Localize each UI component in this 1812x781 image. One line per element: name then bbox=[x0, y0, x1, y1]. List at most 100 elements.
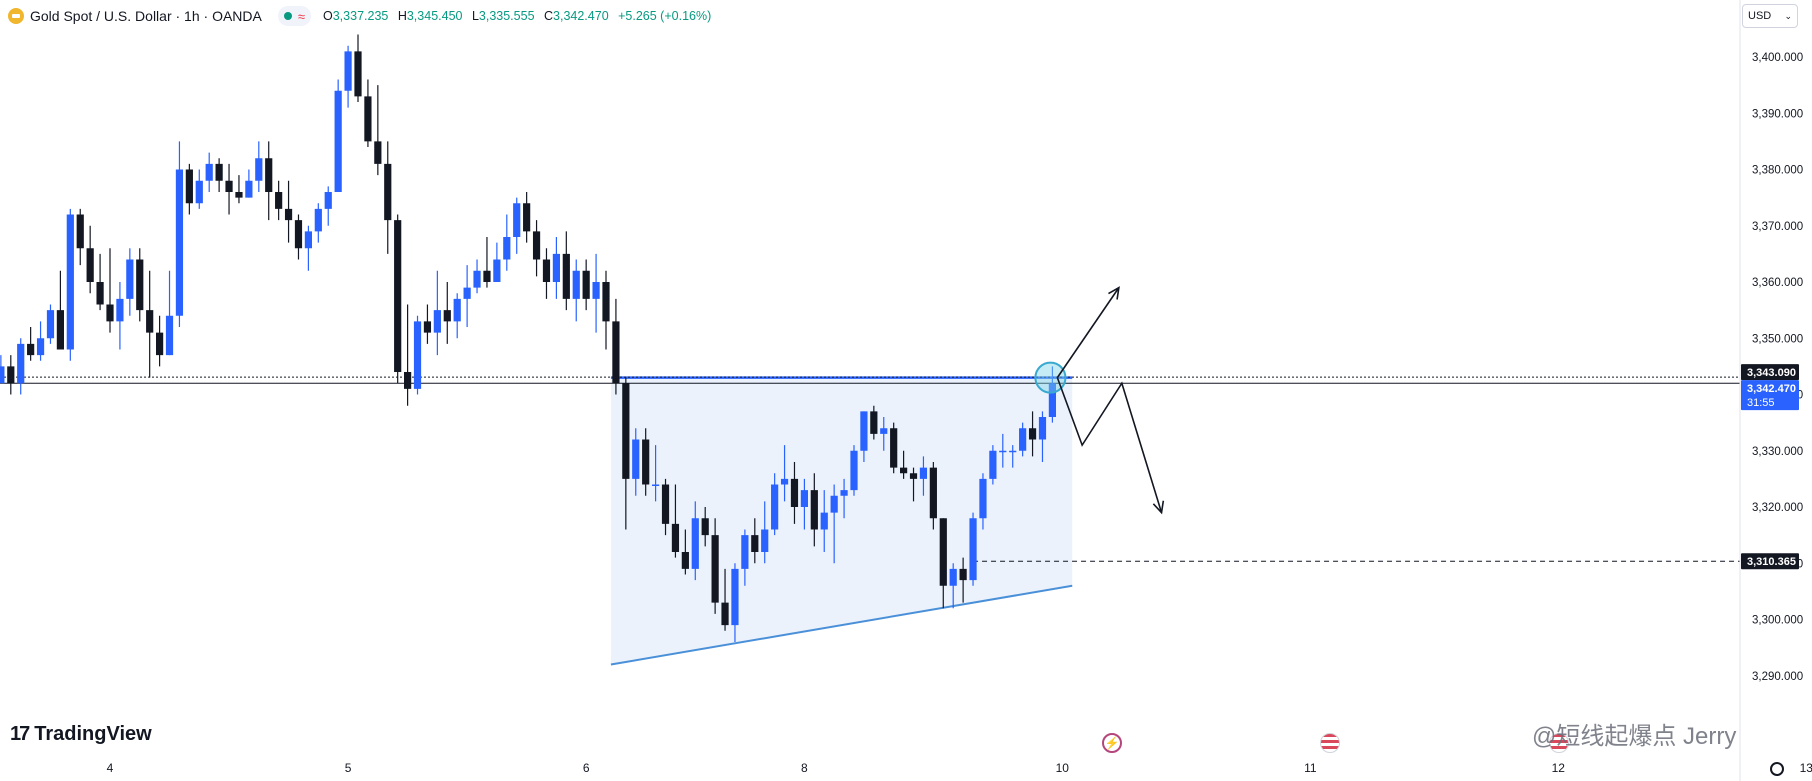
candle-body bbox=[989, 450, 997, 479]
candle-body bbox=[17, 343, 25, 384]
candle bbox=[761, 501, 769, 564]
time-tick-label: 5 bbox=[345, 761, 352, 775]
tradingview-label: TradingView bbox=[34, 723, 152, 745]
chart-header: Gold Spot / U.S. Dollar · 1h · OANDA ≈ O… bbox=[0, 0, 1740, 32]
candle-body bbox=[245, 180, 253, 198]
candle bbox=[354, 34, 362, 102]
candle-body bbox=[126, 259, 134, 299]
candle-body bbox=[870, 411, 878, 434]
wave-icon: ≈ bbox=[297, 8, 305, 24]
candle bbox=[780, 445, 789, 502]
tv-logo-icon: 17 bbox=[10, 723, 30, 745]
candle bbox=[294, 214, 303, 260]
candle bbox=[830, 484, 838, 564]
candle bbox=[652, 445, 660, 502]
candle-body bbox=[265, 158, 273, 192]
candle-body bbox=[780, 478, 789, 485]
price-tick-label: 3,330.000 bbox=[1752, 446, 1803, 458]
candle-body bbox=[552, 253, 560, 282]
horizontal-lines bbox=[0, 376, 1740, 562]
candle bbox=[949, 563, 957, 609]
candle bbox=[959, 557, 967, 603]
close-value: 3,342.470 bbox=[553, 9, 609, 23]
candle-body bbox=[979, 478, 987, 519]
candle-body bbox=[1019, 428, 1027, 451]
candle bbox=[900, 450, 908, 479]
candle bbox=[245, 169, 253, 198]
candle bbox=[661, 478, 670, 536]
time-tick-label: 6 bbox=[583, 761, 590, 775]
currency-select[interactable]: USD ⌄ bbox=[1742, 4, 1798, 28]
price-label-box bbox=[1741, 553, 1799, 570]
flash-icon[interactable]: ⚡ bbox=[1102, 733, 1122, 753]
candle bbox=[185, 163, 193, 215]
zone-fill bbox=[610, 377, 1073, 665]
candle-body bbox=[463, 287, 471, 299]
time-tick-label: 11 bbox=[1304, 761, 1317, 775]
settings-icon[interactable] bbox=[1770, 762, 1784, 776]
candle bbox=[1038, 411, 1047, 462]
time-axis[interactable]: 4 5 6 8 10 11 12 13 bbox=[107, 761, 1812, 775]
candle-body bbox=[136, 259, 144, 311]
candle-body bbox=[374, 141, 382, 164]
candle bbox=[46, 304, 55, 344]
candle-body bbox=[1009, 450, 1017, 453]
candle bbox=[1048, 366, 1056, 423]
candle-body bbox=[949, 568, 957, 586]
candle bbox=[721, 568, 729, 631]
candle bbox=[215, 158, 223, 192]
candle-body bbox=[423, 321, 432, 333]
candle-body bbox=[96, 282, 104, 305]
candle bbox=[820, 490, 828, 552]
time-tick-label: 10 bbox=[1056, 761, 1070, 775]
candle bbox=[56, 270, 64, 350]
candle-body bbox=[939, 518, 947, 586]
candle bbox=[503, 214, 511, 271]
market-status[interactable]: ≈ bbox=[277, 6, 311, 26]
candle bbox=[394, 214, 402, 384]
open-label: O bbox=[323, 9, 333, 23]
candle bbox=[612, 298, 620, 395]
us-flag-icon[interactable] bbox=[1320, 733, 1340, 753]
candle-body bbox=[344, 51, 352, 91]
candle bbox=[1019, 422, 1027, 457]
candle bbox=[265, 141, 273, 221]
candle-body bbox=[255, 158, 263, 181]
currency-label: USD bbox=[1748, 10, 1772, 22]
candle bbox=[681, 529, 689, 575]
candle-body bbox=[513, 203, 521, 237]
candle-body bbox=[473, 270, 481, 288]
candle-body bbox=[681, 552, 689, 569]
candle-body bbox=[334, 90, 342, 192]
candle bbox=[473, 259, 481, 294]
price-tick-label: 3,380.000 bbox=[1752, 165, 1803, 177]
high-value: 3,345.450 bbox=[406, 9, 463, 23]
candle-body bbox=[116, 298, 124, 322]
candle-body bbox=[810, 490, 818, 530]
candle bbox=[979, 473, 987, 530]
bearish-arrow-head bbox=[1152, 500, 1165, 515]
candle-body bbox=[66, 214, 74, 350]
candle bbox=[840, 478, 848, 519]
candle-body bbox=[76, 214, 84, 249]
candle bbox=[413, 315, 422, 395]
candle bbox=[116, 282, 124, 350]
price-label-box bbox=[1741, 380, 1799, 411]
candle bbox=[562, 231, 570, 311]
symbol-label: Gold Spot / U.S. Dollar · 1h · OANDA bbox=[30, 8, 262, 24]
candle bbox=[334, 79, 342, 192]
candle bbox=[235, 175, 243, 204]
tradingview-logo[interactable]: 17 TradingView bbox=[10, 723, 152, 746]
candle-body bbox=[394, 220, 402, 372]
symbol-title[interactable]: Gold Spot / U.S. Dollar · 1h · OANDA bbox=[8, 8, 262, 24]
candle-body bbox=[0, 366, 5, 384]
candle-body bbox=[761, 529, 769, 552]
candle-body bbox=[671, 523, 680, 552]
candle-body bbox=[314, 208, 322, 232]
candle-body bbox=[195, 180, 203, 204]
candle bbox=[919, 456, 928, 496]
us-flag-icon[interactable] bbox=[1549, 733, 1569, 753]
candle-body bbox=[215, 163, 223, 181]
candle-body bbox=[364, 96, 372, 142]
